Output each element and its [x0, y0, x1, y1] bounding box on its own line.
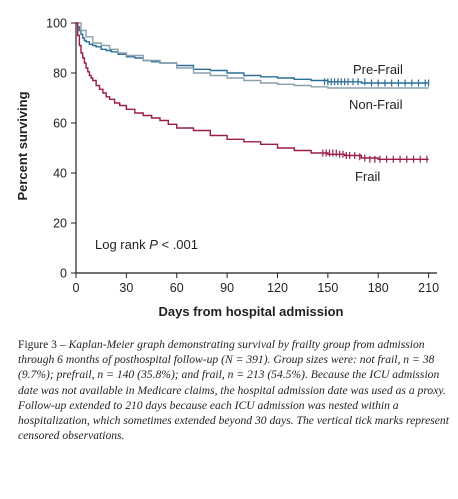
log-rank-annotation: Log rank P < .001	[95, 237, 198, 252]
chart-curves	[76, 22, 429, 160]
curve-frail	[76, 22, 429, 160]
x-tick-label: 30	[119, 281, 133, 295]
chart-labels: Pre-Frail Non-Frail Frail	[349, 62, 403, 184]
curve-non-frail	[76, 22, 429, 89]
y-tick-label: 40	[53, 167, 67, 181]
caption-text: Kaplan-Meier graph demonstrating surviva…	[18, 338, 449, 443]
figure-caption: Figure 3 – Kaplan-Meier graph demonstrat…	[18, 337, 450, 443]
chart-ticks: 0 30 60 90 120 150 180 210 0 20 40 60 80 100	[46, 17, 439, 296]
y-tick-label: 100	[46, 17, 67, 31]
censor-marks	[322, 78, 430, 163]
series-label-non-frail: Non-Frail	[349, 97, 403, 112]
y-tick-label: 60	[53, 117, 67, 131]
x-tick-label: 60	[170, 281, 184, 295]
y-tick-label: 20	[53, 217, 67, 231]
x-tick-label: 150	[317, 281, 338, 295]
chart-axes	[75, 23, 437, 274]
x-tick-label: 180	[368, 281, 389, 295]
x-tick-label: 90	[220, 281, 234, 295]
x-tick-label: 210	[418, 281, 439, 295]
x-tick-label: 0	[73, 281, 80, 295]
x-tick-label: 120	[267, 281, 288, 295]
x-axis-title: Days from hospital admission	[159, 304, 344, 319]
series-label-frail: Frail	[355, 169, 380, 184]
survival-chart: 0 30 60 90 120 150 180 210 0 20 40 60 80 100 Pre-Frai…	[15, 17, 439, 320]
y-tick-label: 0	[60, 267, 67, 281]
y-axis-title: Percent surviving	[15, 91, 30, 200]
caption-label: Figure 3 –	[18, 338, 66, 351]
y-tick-label: 80	[53, 67, 67, 81]
series-label-pre-frail: Pre-Frail	[353, 62, 403, 77]
